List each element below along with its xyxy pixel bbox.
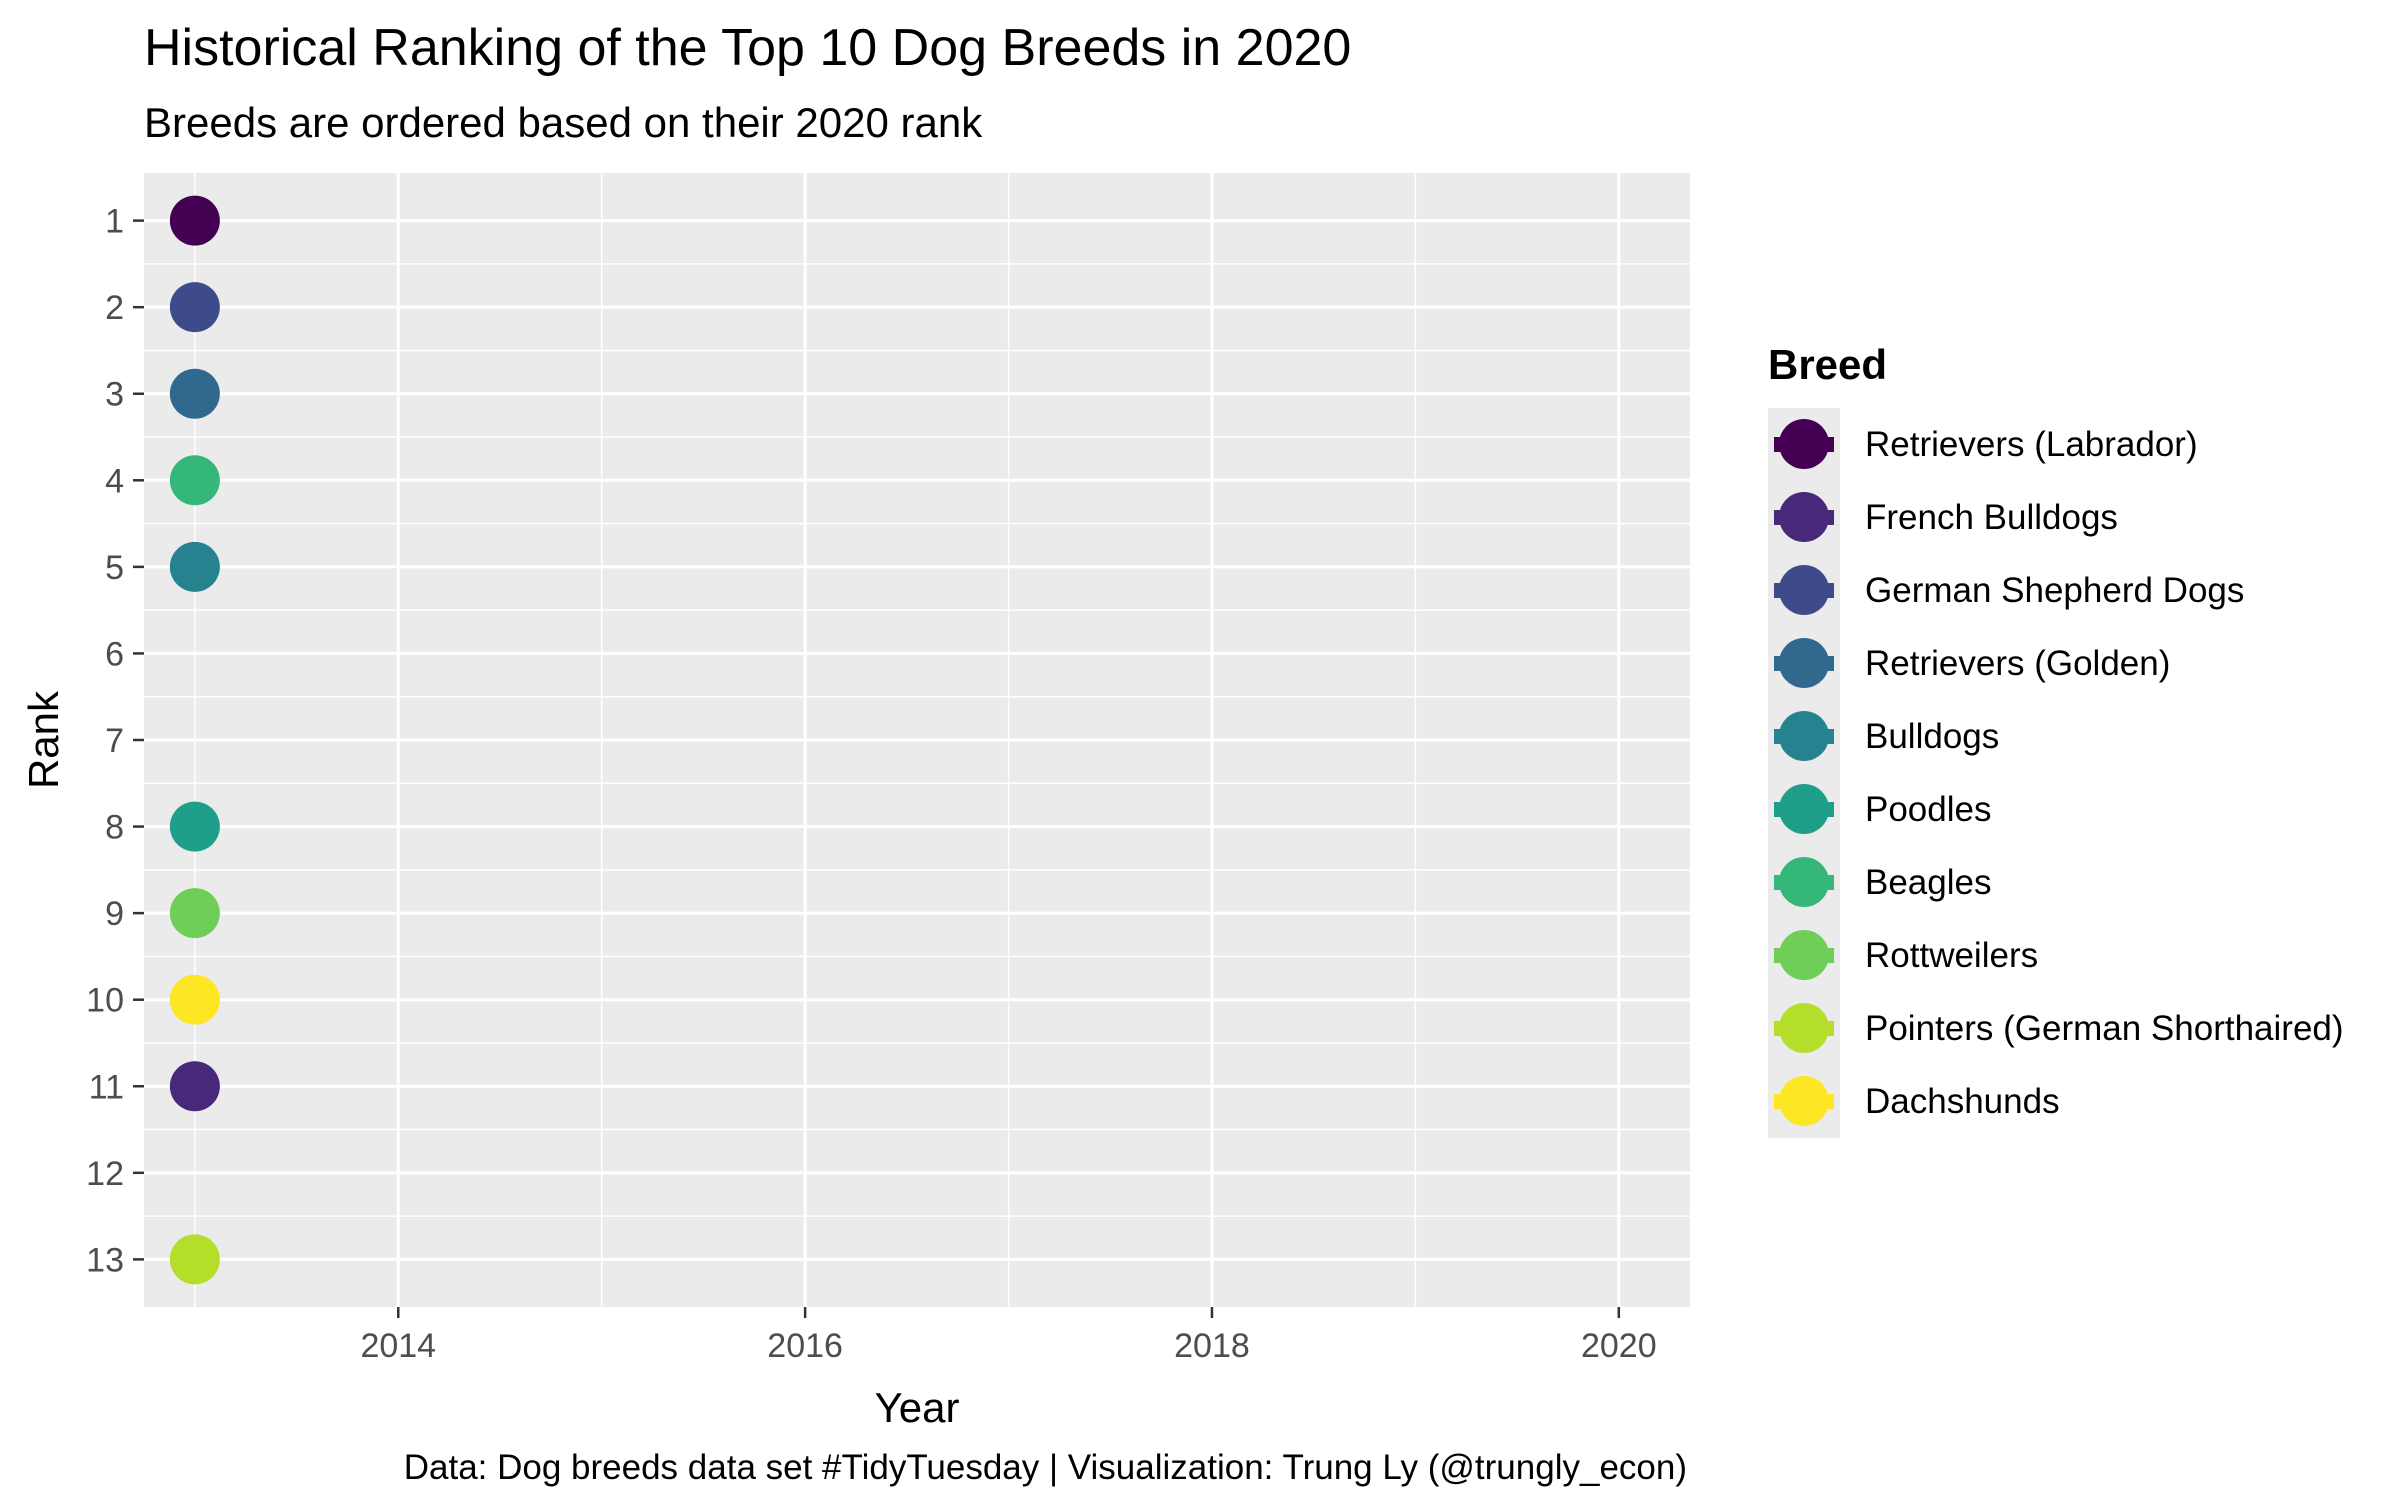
legend-point-swatch — [1779, 857, 1829, 907]
y-tick-label: 12 — [86, 1155, 124, 1193]
legend-key — [1768, 846, 1840, 919]
legend-keys — [1768, 408, 1840, 1138]
legend-point-swatch — [1779, 711, 1829, 761]
data-point — [169, 1234, 220, 1285]
y-axis-title: Rank — [20, 690, 67, 789]
y-tick-label: 10 — [86, 982, 124, 1020]
data-point — [169, 1061, 220, 1112]
y-tick-label: 2 — [105, 289, 124, 327]
legend-label: Bulldogs — [1865, 717, 2000, 756]
legend-key — [1768, 554, 1840, 627]
y-tick-label: 11 — [89, 1068, 124, 1106]
legend-key — [1768, 919, 1840, 992]
y-tick-label: 6 — [105, 635, 124, 673]
y-tick-label: 8 — [105, 809, 124, 847]
legend-key — [1768, 992, 1840, 1065]
legend-label: Pointers (German Shorthaired) — [1865, 1009, 2344, 1048]
legend-key — [1768, 1065, 1840, 1138]
legend-label: Rottweilers — [1865, 936, 2039, 975]
data-point — [169, 195, 220, 246]
legend-point-swatch — [1779, 1003, 1829, 1053]
x-tick-label: 2014 — [360, 1327, 436, 1365]
y-tick-label: 7 — [105, 722, 124, 760]
legend-title: Breed — [1768, 341, 1888, 388]
legend-label: Retrievers (Golden) — [1865, 644, 2171, 683]
legend-key — [1768, 408, 1840, 481]
x-tick-label: 2020 — [1581, 1327, 1657, 1365]
x-axis-title: Year — [875, 1384, 960, 1431]
legend-labels: Retrievers (Labrador) French Bulldogs Germ… — [1840, 408, 2344, 1138]
legend-point-swatch — [1779, 930, 1829, 980]
data-point — [169, 888, 220, 939]
chart-caption: Data: Dog breeds data set #TidyTuesday |… — [403, 1448, 1687, 1487]
legend-key — [1768, 773, 1840, 846]
legend-key — [1768, 481, 1840, 554]
x-tick-label: 2016 — [767, 1327, 843, 1365]
data-point — [169, 282, 220, 333]
legend-point-swatch — [1779, 565, 1829, 615]
data-point — [169, 974, 220, 1025]
chart-subtitle: Breeds are ordered based on their 2020 r… — [144, 99, 983, 146]
y-tick-label: 5 — [105, 549, 124, 587]
x-tick-label: 2018 — [1174, 1327, 1250, 1365]
legend-label: Beagles — [1865, 863, 1992, 902]
data-point — [169, 541, 220, 592]
y-tick-label: 1 — [105, 203, 124, 241]
legend-point-swatch — [1779, 638, 1829, 688]
data-point — [169, 368, 220, 419]
legend-point-swatch — [1779, 784, 1829, 834]
y-tick-label: 9 — [105, 895, 124, 933]
legend-point-swatch — [1779, 492, 1829, 542]
y-tick-label: 13 — [86, 1241, 124, 1279]
legend-label: Retrievers (Labrador) — [1865, 425, 2198, 464]
y-tick-label: 3 — [105, 376, 124, 414]
legend-label: Dachshunds — [1865, 1082, 2060, 1121]
y-tick-label: 4 — [105, 462, 124, 500]
legend: Breed Retrievers (Labrador) French Bulldo… — [1768, 340, 2344, 1138]
legend-label: Poodles — [1865, 790, 1992, 829]
legend-key — [1768, 700, 1840, 773]
legend-point-swatch — [1779, 1076, 1829, 1126]
data-point — [169, 455, 220, 506]
data-point — [169, 801, 220, 852]
legend-label: French Bulldogs — [1865, 498, 2118, 537]
legend-label: German Shepherd Dogs — [1865, 571, 2245, 610]
legend-key — [1768, 627, 1840, 700]
chart-title: Historical Ranking of the Top 10 Dog Bre… — [144, 19, 1352, 77]
legend-point-swatch — [1779, 419, 1829, 469]
